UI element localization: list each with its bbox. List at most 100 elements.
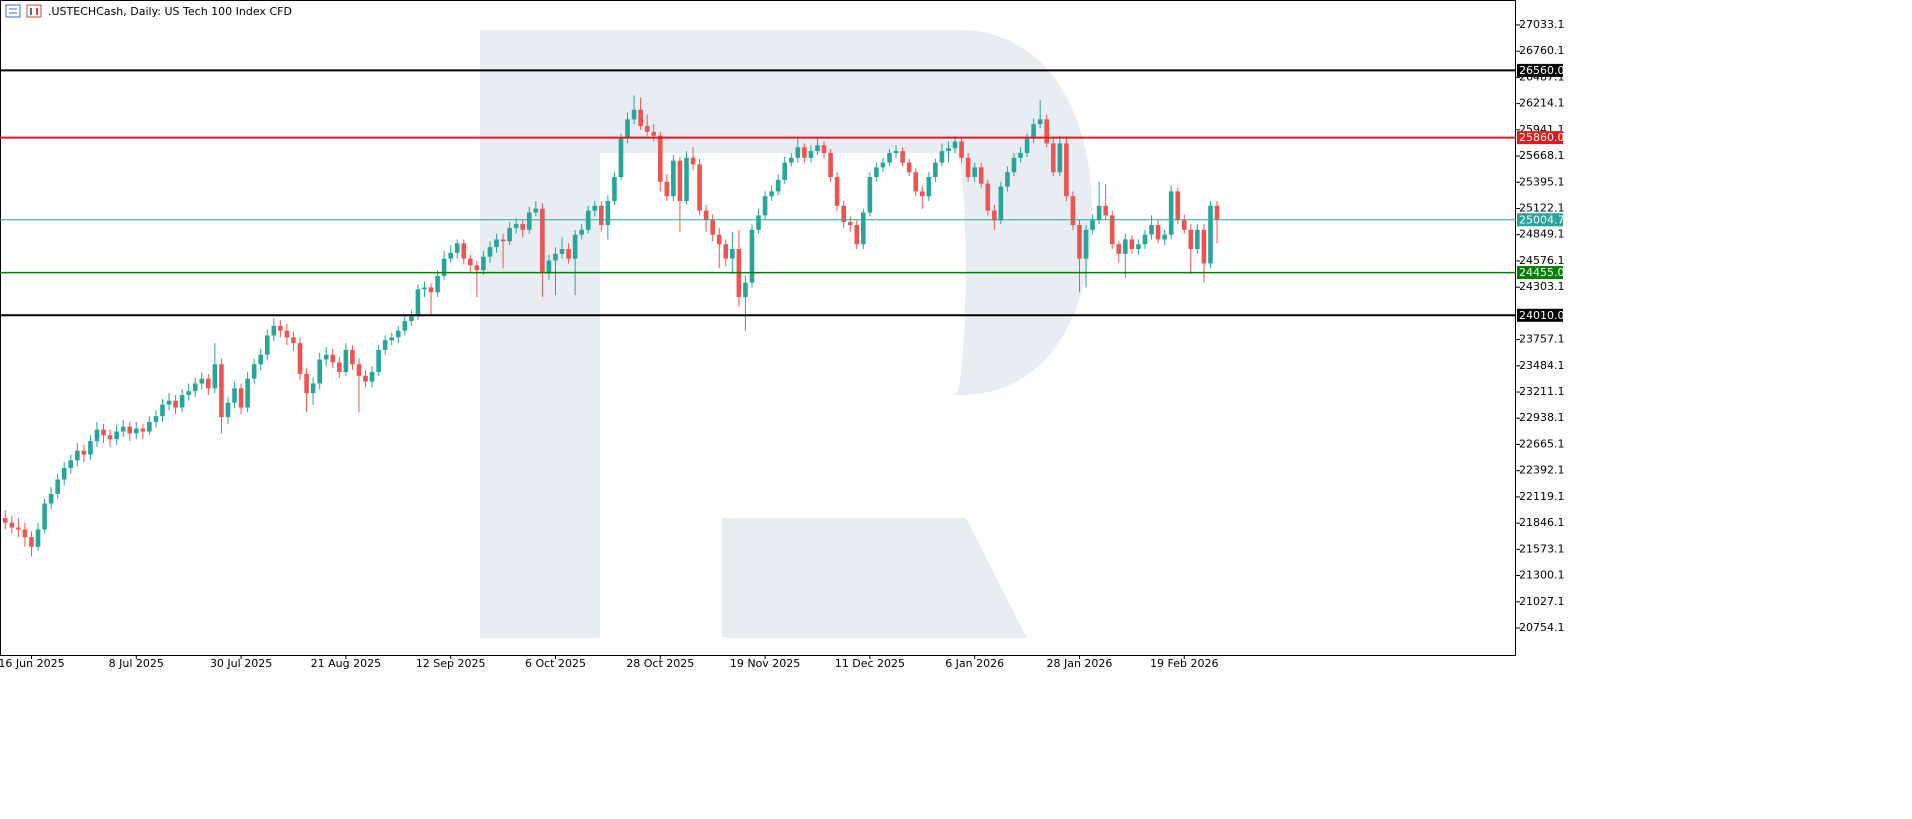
- y-tick-label: 21846.1: [1519, 516, 1565, 529]
- candle-body: [192, 383, 198, 392]
- candle-body: [2, 517, 8, 523]
- candle-body: [160, 404, 165, 417]
- candle-body: [258, 354, 264, 365]
- candle-body: [363, 375, 368, 382]
- candle-body: [834, 177, 840, 206]
- candle-body: [1129, 239, 1135, 250]
- x-tick-label: 6 Jan 2026: [945, 657, 1004, 670]
- candle-body: [861, 212, 866, 245]
- price-level-label: 25860.0: [1519, 131, 1565, 144]
- candle-body: [1136, 244, 1141, 250]
- candle-body: [900, 151, 905, 163]
- candle-body: [42, 503, 47, 530]
- candle-body: [219, 364, 224, 418]
- candle-body: [415, 289, 421, 317]
- candle-body: [461, 243, 467, 259]
- candle-body: [815, 145, 820, 152]
- candle-body: [310, 383, 316, 394]
- y-tick-label: 20754.1: [1519, 621, 1565, 634]
- candle-body: [395, 330, 401, 338]
- price-level-label: 24010.0: [1519, 309, 1565, 322]
- y-tick-label: 21027.1: [1519, 595, 1565, 608]
- candle-body: [1083, 229, 1089, 259]
- candle-body: [749, 229, 755, 283]
- candle-body: [769, 191, 774, 197]
- candle-body: [730, 249, 735, 259]
- y-tick-label: 26214.1: [1519, 97, 1565, 110]
- candle-body: [140, 428, 146, 432]
- candle-body: [1149, 225, 1154, 235]
- y-tick-label: 22938.1: [1519, 411, 1565, 424]
- candle-body: [952, 141, 958, 149]
- candle-body: [1162, 234, 1167, 240]
- candle-body: [1018, 152, 1023, 158]
- x-tick-label: 6 Oct 2025: [525, 657, 586, 670]
- y-tick-label: 21300.1: [1519, 569, 1565, 582]
- candle-body: [802, 147, 807, 158]
- price-level-tag: [1517, 63, 1563, 77]
- candle-body: [919, 191, 925, 197]
- candle-body: [323, 354, 329, 360]
- candle-body: [599, 205, 604, 226]
- icon-menu[interactable]: [5, 4, 21, 18]
- y-tick-label: 24303.1: [1519, 280, 1565, 293]
- candle-body: [795, 147, 801, 158]
- candle-body: [376, 349, 381, 372]
- y-tick-label: 25668.1: [1519, 149, 1565, 162]
- candle-body: [972, 167, 977, 178]
- candle-body: [1031, 124, 1036, 139]
- candle-body: [291, 337, 296, 344]
- candle-body: [68, 460, 74, 469]
- candle-body: [638, 109, 643, 127]
- candle-body: [101, 429, 106, 436]
- candle-body: [847, 222, 853, 226]
- candle-body: [232, 388, 237, 403]
- candle-body: [939, 151, 945, 163]
- candle-body: [435, 275, 440, 293]
- candle-body: [612, 177, 617, 202]
- y-tick-label: 21573.1: [1519, 542, 1565, 555]
- candle-body: [297, 343, 303, 374]
- x-tick-label: 8 Jul 2025: [109, 657, 164, 670]
- y-tick-label: 23757.1: [1519, 333, 1565, 346]
- candle-body: [671, 160, 676, 197]
- candle-body: [120, 426, 126, 432]
- watermark-leg: [722, 518, 1027, 638]
- candle-body: [402, 321, 408, 331]
- x-tick-label: 21 Aug 2025: [311, 657, 381, 670]
- candle-body: [978, 167, 984, 184]
- candle-body: [81, 450, 87, 455]
- candle-body: [703, 210, 709, 221]
- candle-body: [428, 287, 434, 293]
- candle-body: [153, 416, 159, 422]
- candle-body: [206, 378, 211, 389]
- candle-body: [1109, 215, 1115, 245]
- candle-body: [959, 141, 964, 158]
- candle-body: [618, 138, 624, 178]
- y-tick-label: 22119.1: [1519, 490, 1565, 503]
- candle-body: [723, 244, 729, 259]
- x-tick-label: 16 Jun 2025: [0, 657, 65, 670]
- price-level-label: 24455.0: [1519, 266, 1565, 279]
- candle-body: [887, 152, 892, 163]
- candle-body: [690, 157, 696, 165]
- candle-body: [540, 208, 545, 274]
- icon-chart[interactable]: [26, 4, 42, 18]
- candle-body: [677, 160, 683, 202]
- candle-body: [743, 282, 748, 298]
- y-tick-label: 24849.1: [1519, 228, 1565, 241]
- candle-body: [913, 172, 919, 192]
- candle-body: [337, 362, 342, 372]
- candle-body: [500, 239, 506, 242]
- candle-body: [808, 151, 814, 158]
- candle-body: [107, 435, 113, 440]
- candle-body: [1064, 143, 1069, 197]
- candle-body: [1195, 229, 1200, 250]
- candle-body: [946, 148, 951, 152]
- plot-area: [2, 95, 1220, 557]
- candle-body: [468, 258, 473, 266]
- candle-body: [985, 183, 991, 211]
- candle-body: [9, 522, 15, 528]
